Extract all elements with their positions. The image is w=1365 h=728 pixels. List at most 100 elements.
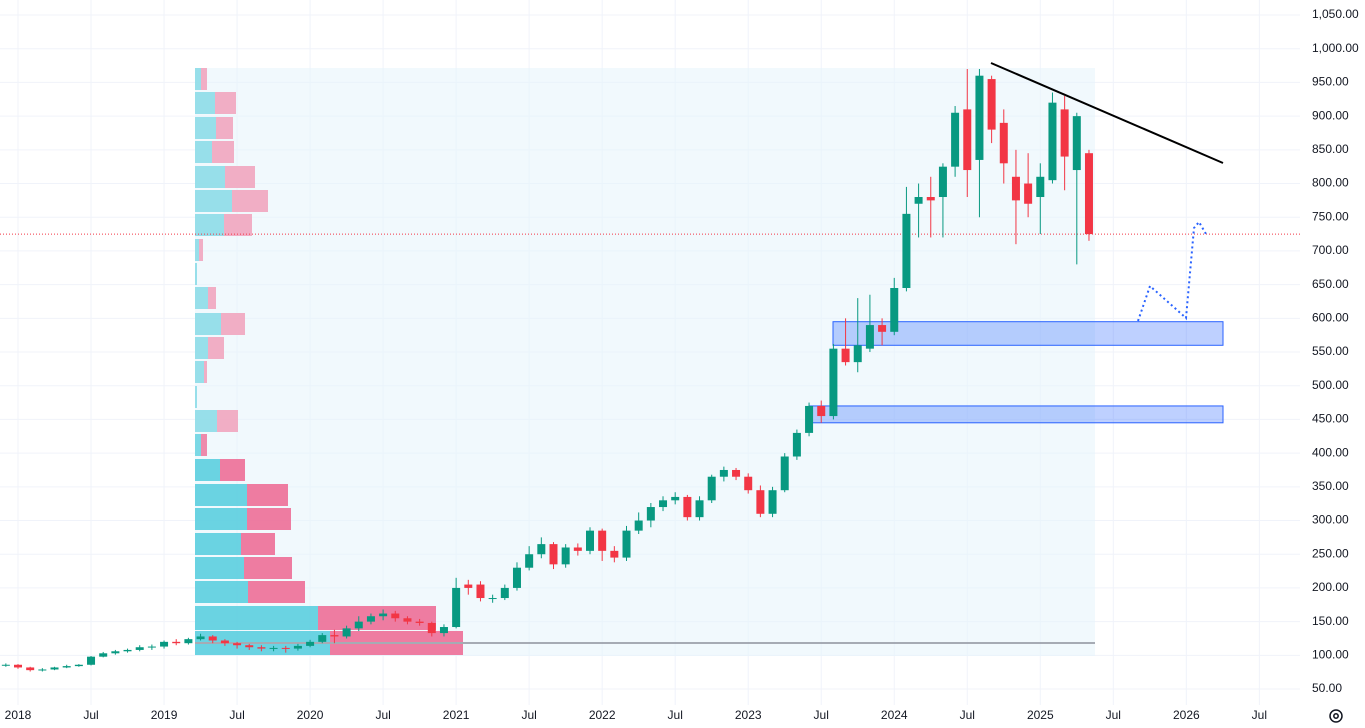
y-tick-label: 150.00 xyxy=(1312,614,1349,628)
vp-up xyxy=(195,508,247,530)
candle-body xyxy=(111,651,120,654)
candle-body xyxy=(293,645,302,649)
candle-body xyxy=(671,496,680,501)
candle-body xyxy=(683,496,692,518)
vp-down xyxy=(248,581,305,603)
candle-body xyxy=(208,636,217,641)
candle-body xyxy=(878,325,887,332)
vp-down xyxy=(212,141,234,163)
candle-body xyxy=(464,584,473,588)
candle-body xyxy=(184,639,193,644)
vp-down xyxy=(318,606,436,630)
vp-up xyxy=(195,557,244,579)
vp-up xyxy=(195,337,208,359)
x-tick-label: Jul xyxy=(668,708,683,722)
candle-body xyxy=(135,647,144,650)
vp-up xyxy=(195,239,199,261)
candle-body xyxy=(281,647,290,649)
candle-body xyxy=(330,635,339,637)
y-tick-label: 750.00 xyxy=(1312,209,1349,223)
candle-body xyxy=(975,75,984,160)
x-tick-label: 2018 xyxy=(5,708,32,722)
x-tick-label: 2025 xyxy=(1027,708,1054,722)
candle-body xyxy=(160,641,169,647)
vp-down xyxy=(216,117,233,139)
candle-body xyxy=(172,641,181,644)
x-tick-label: Jul xyxy=(375,708,390,722)
candle-body xyxy=(610,550,619,558)
candle-body xyxy=(391,613,400,619)
candle-body xyxy=(659,500,668,508)
candle-body xyxy=(817,405,826,417)
vp-down xyxy=(244,557,292,579)
candle-body xyxy=(890,287,899,332)
candle-body xyxy=(853,345,862,363)
candle-body xyxy=(62,666,71,668)
x-tick-label: 2020 xyxy=(297,708,324,722)
candle-body xyxy=(1072,116,1081,171)
candle-body xyxy=(707,476,716,501)
x-tick-label: 2024 xyxy=(881,708,908,722)
vp-up xyxy=(195,92,215,114)
projection-path xyxy=(1137,220,1207,322)
vp-up xyxy=(195,410,217,432)
vp-up xyxy=(195,313,221,335)
vp-up xyxy=(195,386,197,408)
candle-body xyxy=(768,490,777,514)
candle-body xyxy=(573,547,582,551)
settings-icon[interactable] xyxy=(1329,709,1343,723)
y-tick-label: 800.00 xyxy=(1312,176,1349,190)
vp-up xyxy=(195,533,241,555)
candle-body xyxy=(452,587,461,628)
vp-up xyxy=(195,434,201,456)
candle-body xyxy=(50,667,59,670)
x-tick-label: Jul xyxy=(521,708,536,722)
vp-up xyxy=(195,190,232,212)
vp-down xyxy=(204,361,207,383)
y-tick-label: 350.00 xyxy=(1312,479,1349,493)
vp-down xyxy=(247,484,288,506)
y-tick-label: 650.00 xyxy=(1312,277,1349,291)
vp-down xyxy=(201,68,207,90)
candle-body xyxy=(26,667,35,671)
y-tick-label: 1,050.00 xyxy=(1312,7,1359,21)
y-tick-label: 1,000.00 xyxy=(1312,41,1359,55)
vp-up xyxy=(195,361,204,383)
candle-body xyxy=(1036,176,1045,198)
candle-body xyxy=(780,456,789,491)
vp-down xyxy=(224,214,252,236)
vp-down xyxy=(215,92,236,114)
vp-up xyxy=(195,484,247,506)
y-tick-label: 200.00 xyxy=(1312,580,1349,594)
vp-up xyxy=(195,606,318,630)
candle-body xyxy=(1060,109,1069,157)
vp-down xyxy=(232,190,268,212)
candle-body xyxy=(732,469,741,477)
candle-body xyxy=(987,79,996,130)
vp-down xyxy=(221,313,245,335)
vp-down xyxy=(201,434,207,456)
y-tick-label: 600.00 xyxy=(1312,311,1349,325)
candle-body xyxy=(1084,153,1093,235)
candle-body xyxy=(147,646,156,648)
candle-body xyxy=(14,664,23,668)
x-tick-label: Jul xyxy=(814,708,829,722)
vp-up xyxy=(195,214,224,236)
candle-body xyxy=(257,647,266,649)
candle-body xyxy=(196,636,205,640)
x-tick-label: 2023 xyxy=(735,708,762,722)
candle-body xyxy=(1048,102,1057,181)
y-tick-label: 700.00 xyxy=(1312,243,1349,257)
candle-body xyxy=(525,554,534,568)
candle-body xyxy=(963,109,972,171)
settings-core xyxy=(1333,713,1339,719)
candle-body xyxy=(306,641,315,646)
y-tick-label: 500.00 xyxy=(1312,378,1349,392)
x-tick-label: 2021 xyxy=(443,708,470,722)
candle-body xyxy=(512,567,521,588)
candle-body xyxy=(744,476,753,491)
candle-body xyxy=(646,507,655,521)
vp-down xyxy=(208,337,224,359)
